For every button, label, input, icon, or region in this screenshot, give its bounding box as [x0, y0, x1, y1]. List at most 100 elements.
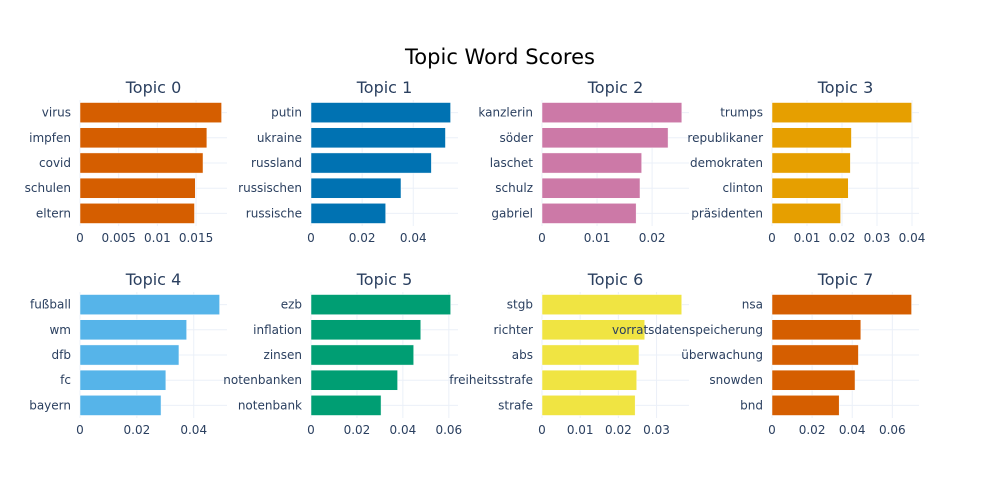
bar — [771, 203, 841, 224]
category-label: russischen — [238, 181, 302, 195]
bar — [79, 319, 187, 341]
category-label: wm — [49, 323, 71, 337]
bar — [79, 203, 195, 224]
category-label: söder — [499, 131, 533, 145]
x-tick-label: 0 — [76, 231, 84, 245]
bar — [771, 102, 912, 123]
subplot-topic-3: Topic 3 trumps republikaner demokraten clint… — [687, 78, 925, 245]
subplot-topic-4: Topic 4 fußball wm dfb fc bayern 0 0.02 0.04 — [29, 270, 227, 437]
x-tick-label: 0 — [538, 231, 546, 245]
bar — [79, 127, 208, 149]
chart-title: Topic Word Scores — [404, 45, 595, 69]
x-tick-label: 0.02 — [124, 423, 151, 437]
subplot-title: Topic 5 — [356, 270, 413, 289]
category-label: fc — [60, 373, 71, 387]
bar — [310, 127, 446, 149]
bar — [541, 102, 683, 123]
x-tick-label: 0.01 — [567, 423, 594, 437]
bar — [310, 294, 451, 315]
subplot-topic-0: Topic 0 virus impfen covid schulen eltern 0 0.0… — [25, 78, 227, 245]
x-tick-label: 0.01 — [794, 231, 821, 245]
category-label: nsa — [742, 298, 763, 312]
bar — [771, 319, 862, 341]
bar — [79, 294, 220, 315]
category-label: eltern — [36, 206, 71, 220]
category-label: republikaner — [687, 131, 763, 145]
bar — [771, 369, 856, 391]
x-tick-label: 0 — [76, 423, 84, 437]
category-label: russische — [246, 206, 302, 220]
bar — [541, 294, 682, 315]
bar — [310, 319, 422, 341]
bar — [541, 319, 645, 341]
x-tick-label: 0.02 — [639, 231, 666, 245]
category-label: fußball — [30, 298, 71, 312]
category-label: dfb — [52, 348, 71, 362]
x-tick-label: 0 — [307, 423, 315, 437]
bar — [310, 395, 382, 416]
bar — [79, 152, 204, 174]
category-label: impfen — [29, 131, 71, 145]
bar — [771, 152, 851, 174]
x-tick-label: 0.01 — [144, 231, 171, 245]
bar — [310, 203, 386, 224]
x-tick-label: 0.03 — [643, 423, 670, 437]
bar — [310, 152, 432, 174]
x-tick-label: 0.04 — [390, 423, 417, 437]
subplots-group: Topic 0 virus impfen covid schulen eltern 0 0.0… — [25, 78, 926, 437]
x-tick-label: 0.06 — [879, 423, 906, 437]
bar — [771, 395, 840, 416]
bar — [541, 203, 637, 224]
x-tick-label: 0.01 — [584, 231, 611, 245]
category-label: strafe — [498, 398, 533, 412]
category-label: gabriel — [491, 206, 533, 220]
subplot-title: Topic 3 — [817, 78, 874, 97]
bar — [79, 344, 180, 366]
subplot-title: Topic 4 — [125, 270, 182, 289]
x-tick-label: 0.04 — [899, 231, 926, 245]
x-tick-label: 0.02 — [799, 423, 826, 437]
bar — [771, 127, 852, 149]
category-label: laschet — [490, 156, 534, 170]
x-tick-label: 0 — [307, 231, 315, 245]
bar — [310, 177, 402, 199]
bar — [310, 102, 451, 123]
x-tick-label: 0.06 — [435, 423, 462, 437]
bar — [79, 177, 196, 199]
x-tick-label: 0.02 — [344, 423, 371, 437]
bar — [541, 127, 669, 149]
x-tick-label: 0.02 — [605, 423, 632, 437]
subplot-title: Topic 7 — [817, 270, 874, 289]
category-label: putin — [271, 106, 302, 120]
bar — [771, 177, 849, 199]
bar — [79, 369, 167, 391]
category-label: präsidenten — [691, 206, 763, 220]
x-tick-label: 0 — [768, 423, 776, 437]
category-label: vorratsdatenspeicherung — [612, 323, 763, 337]
subplot-topic-5: Topic 5 ezb inflation zinsen notenbanken note… — [223, 270, 462, 437]
category-label: notenbank — [238, 398, 302, 412]
category-label: bnd — [740, 398, 763, 412]
category-label: inflation — [253, 323, 302, 337]
bar — [541, 152, 642, 174]
category-label: zinsen — [264, 348, 302, 362]
subplot-topic-2: Topic 2 kanzlerin söder laschet schulz gabrie… — [478, 78, 689, 245]
x-tick-label: 0.005 — [102, 231, 136, 245]
x-tick-label: 0.02 — [829, 231, 856, 245]
bar — [310, 344, 414, 366]
subplot-topic-1: Topic 1 putin ukraine russland russischen rus… — [238, 78, 458, 245]
subplot-title: Topic 6 — [587, 270, 644, 289]
bar — [310, 369, 398, 391]
subplot-topic-7: Topic 7 nsa vorratsdatenspeicherung überwac… — [612, 270, 919, 437]
category-label: covid — [39, 156, 71, 170]
subplot-title: Topic 1 — [356, 78, 413, 97]
category-label: freiheitsstrafe — [449, 373, 533, 387]
bar — [79, 395, 162, 416]
category-label: schulen — [25, 181, 71, 195]
bar — [771, 294, 912, 315]
x-tick-label: 0.04 — [180, 423, 207, 437]
category-label: ezb — [281, 298, 302, 312]
subplot-topic-6: Topic 6 stgb richter abs freiheitsstrafe stra… — [449, 270, 689, 437]
